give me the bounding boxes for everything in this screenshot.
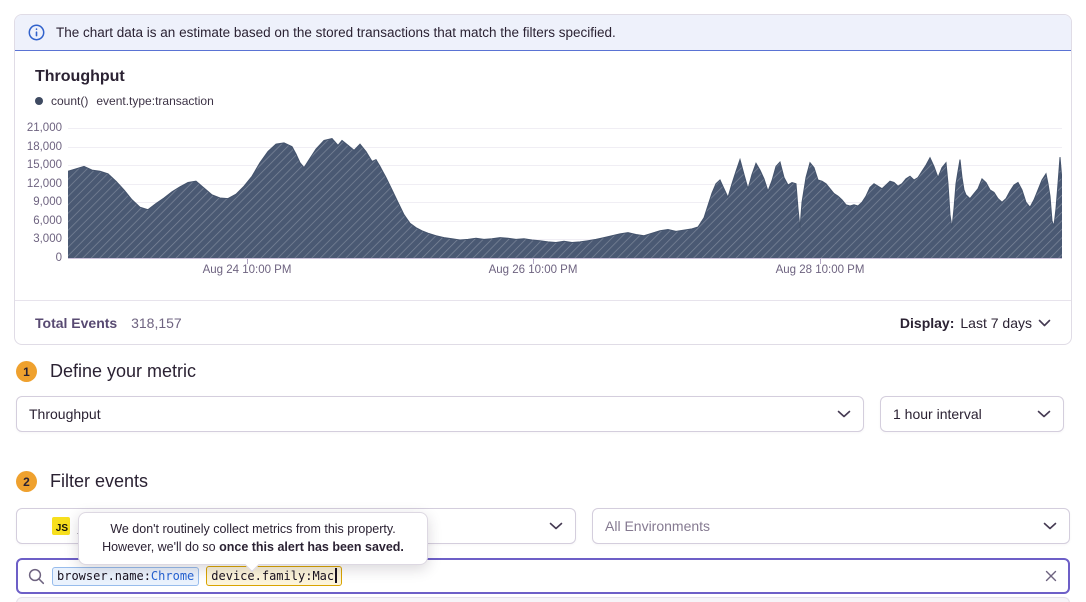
tooltip-line1: We don't routinely collect metrics from … [110, 522, 396, 536]
clear-search-icon[interactable] [1044, 569, 1058, 583]
metric-select[interactable]: Throughput [16, 396, 864, 432]
chart-panel-footer: Total Events 318,157 Display: Last 7 day… [15, 300, 1071, 345]
environment-select-value: All Environments [605, 518, 711, 534]
filter-events-title: Filter events [50, 471, 149, 491]
chevron-down-icon [1038, 319, 1051, 327]
estimate-info-banner: The chart data is an estimate based on t… [15, 15, 1071, 51]
token-key: browser.name: [57, 568, 151, 583]
interval-select[interactable]: 1 hour interval [880, 396, 1064, 432]
banner-text: The chart data is an estimate based on t… [56, 25, 616, 40]
y-tick-label: 9,000 [33, 196, 62, 209]
y-tick-label: 15,000 [26, 159, 62, 172]
step-2-badge: 2 [16, 471, 37, 492]
chart-legend: count() event.type:transaction [35, 94, 214, 108]
x-tick-label: Aug 28 10:00 PM [775, 264, 865, 276]
javascript-platform-icon: JS [52, 517, 70, 535]
metric-select-value: Throughput [29, 406, 101, 422]
y-tick-label: 6,000 [33, 214, 62, 227]
define-metric-title: Define your metric [50, 361, 197, 381]
chevron-down-icon [1043, 522, 1057, 530]
legend-filter-label: event.type:transaction [96, 94, 214, 108]
x-tick-mark [247, 259, 248, 264]
metrics-warning-tooltip: We don't routinely collect metrics from … [78, 512, 428, 573]
x-tick-mark [533, 259, 534, 264]
y-tick-label: 18,000 [26, 140, 62, 153]
chart-section: Throughput count() event.type:transactio… [15, 51, 1071, 300]
interval-select-value: 1 hour interval [893, 406, 982, 422]
plot-area [68, 128, 1062, 264]
gridline [68, 165, 1062, 167]
total-events-label: Total Events [35, 315, 118, 331]
display-value: Last 7 days [960, 315, 1032, 331]
y-tick-label: 12,000 [26, 177, 62, 190]
total-events-value: 318,157 [131, 315, 182, 331]
legend-dot-icon [35, 97, 43, 105]
throughput-area-chart [68, 137, 1062, 258]
info-icon [28, 24, 45, 41]
chart-title: Throughput [35, 68, 125, 85]
display-period-dropdown[interactable]: Display: Last 7 days [900, 315, 1051, 331]
environment-select[interactable]: All Environments [592, 508, 1070, 544]
gridline [68, 239, 1062, 241]
chevron-down-icon [1037, 410, 1051, 418]
tooltip-line2-bold: once this alert has been saved. [219, 540, 404, 555]
x-axis-labels: Aug 24 10:00 PM Aug 26 10:00 PM Aug 28 10:… [68, 264, 1062, 280]
token-value: Mac [312, 568, 335, 583]
gridline [68, 202, 1062, 204]
y-tick-label: 3,000 [33, 233, 62, 246]
x-tick-mark [820, 259, 821, 264]
x-tick-label: Aug 24 10:00 PM [202, 264, 292, 276]
gridline [68, 183, 1062, 185]
total-events: Total Events 318,157 [35, 315, 182, 331]
filter-events-heading: 2 Filter events [16, 471, 148, 492]
gridline [68, 146, 1062, 148]
y-tick-label: 21,000 [26, 122, 62, 134]
token-key: device.family: [211, 568, 313, 583]
gridline [68, 128, 1062, 129]
filter-token-device-family[interactable]: device.family: Mac [206, 566, 342, 586]
tooltip-line2: However, we'll do so [102, 540, 220, 555]
x-tick-label: Aug 26 10:00 PM [488, 264, 578, 276]
filter-token-browser-name[interactable]: browser.name: Chrome [52, 566, 200, 586]
y-tick-label: 0 [55, 252, 62, 264]
y-axis-labels: 0 3,000 6,000 9,000 12,000 15,000 18,000 21,000 [15, 122, 62, 264]
token-value: Chrome [150, 568, 195, 583]
legend-series-label: count() [51, 94, 89, 108]
x-axis-line [68, 258, 1062, 259]
chevron-down-icon [549, 522, 563, 530]
search-dropdown-edge [16, 597, 1070, 602]
define-metric-heading: 1 Define your metric [16, 361, 196, 382]
gridline [68, 220, 1062, 222]
text-cursor [335, 568, 337, 583]
search-icon [28, 568, 45, 585]
chevron-down-icon [837, 410, 851, 418]
display-label: Display: [899, 315, 955, 331]
step-1-badge: 1 [16, 361, 37, 382]
chart-panel: The chart data is an estimate based on t… [14, 14, 1072, 345]
